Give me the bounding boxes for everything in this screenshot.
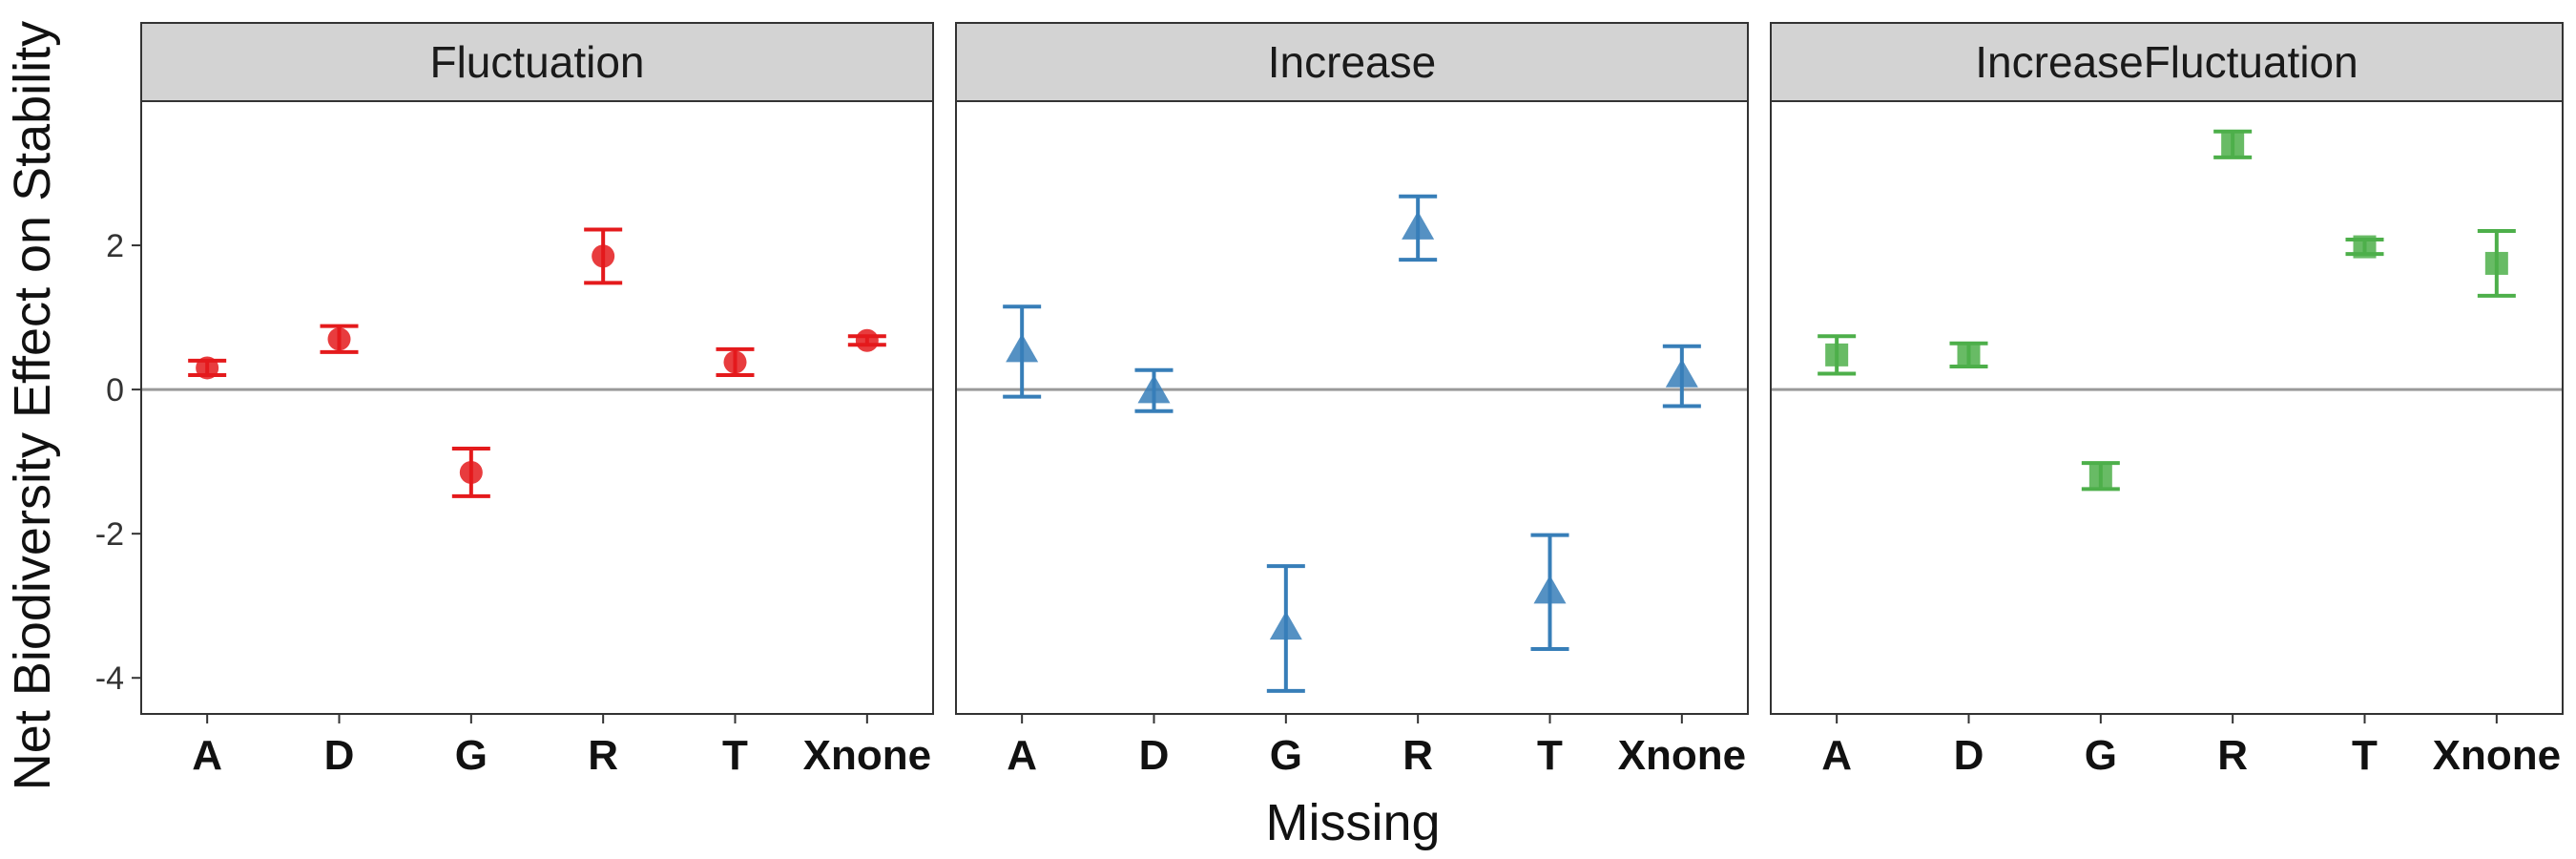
- facet-strip: [140, 22, 934, 102]
- panel-border: [1770, 100, 2564, 715]
- data-point-fluctuation-g: [451, 447, 490, 498]
- x-tick-label: D: [324, 732, 355, 779]
- data-point-increasefluctuation-a: [1818, 334, 1857, 376]
- facet-strip: [1770, 22, 2564, 102]
- x-tick-label: A: [1007, 732, 1037, 779]
- point-marker: [2088, 464, 2112, 488]
- point-marker: [2221, 133, 2245, 157]
- point-marker: [592, 244, 615, 268]
- data-point-increasefluctuation-d: [1949, 341, 1988, 368]
- data-point-fluctuation-xnone: [847, 328, 886, 352]
- x-tick-label: Xnone: [2433, 732, 2561, 779]
- point-marker: [1533, 575, 1567, 604]
- point-marker: [327, 327, 351, 351]
- facet-strip-label: Increase: [1268, 37, 1436, 87]
- panel-background: [956, 101, 1748, 714]
- y-axis-title: Net Biodiversity Effect on Stability: [4, 21, 61, 790]
- data-point-increase-r: [1399, 194, 1438, 262]
- facet-strip-label: Fluctuation: [429, 37, 644, 87]
- x-tick-label: G: [2085, 732, 2117, 779]
- data-point-increasefluctuation-xnone: [2477, 228, 2516, 298]
- x-tick-label: A: [192, 732, 222, 779]
- x-tick-label: D: [1139, 732, 1170, 779]
- data-point-fluctuation-d: [320, 324, 359, 354]
- panel-border: [140, 100, 934, 715]
- panel-background: [141, 101, 933, 714]
- point-marker: [196, 356, 219, 380]
- y-tick-label: -4: [95, 660, 124, 697]
- x-tick-label: Xnone: [803, 732, 931, 779]
- panel-border: [955, 100, 1749, 715]
- x-tick-label: R: [2217, 732, 2248, 779]
- x-tick-label: G: [1270, 732, 1302, 779]
- point-marker: [1825, 343, 1849, 367]
- point-marker: [1137, 374, 1171, 404]
- data-point-increase-d: [1134, 367, 1174, 413]
- data-point-increase-g: [1266, 564, 1305, 693]
- data-point-fluctuation-a: [188, 356, 227, 380]
- data-point-fluctuation-r: [584, 227, 623, 285]
- x-tick-label: T: [722, 732, 748, 779]
- x-tick-label: Xnone: [1618, 732, 1746, 779]
- facet-strip: [955, 22, 1749, 102]
- facet-strip-label: IncreaseFluctuation: [1975, 37, 2358, 87]
- point-marker: [1269, 611, 1302, 640]
- data-point-fluctuation-t: [716, 346, 755, 378]
- x-tick-label: R: [1402, 732, 1433, 779]
- data-point-increasefluctuation-r: [2213, 129, 2253, 159]
- point-marker: [2484, 251, 2508, 275]
- x-tick-label: D: [1954, 732, 1984, 779]
- point-marker: [855, 328, 879, 352]
- x-axis-title: Missing: [1265, 794, 1440, 851]
- x-tick-label: T: [1537, 732, 1563, 779]
- x-tick-label: R: [588, 732, 618, 779]
- x-tick-label: G: [455, 732, 488, 779]
- point-marker: [1957, 343, 1981, 367]
- point-marker: [459, 460, 483, 484]
- data-point-increasefluctuation-t: [2345, 235, 2384, 259]
- point-marker: [1006, 333, 1039, 363]
- x-tick-label: T: [2352, 732, 2378, 779]
- facet-panels: Fluctuation A D G R T Xnone -4 -2 0 2 Increase A D G R T…: [95, 22, 2564, 779]
- data-point-increase-a: [1003, 304, 1042, 399]
- data-point-increase-t: [1530, 533, 1569, 652]
- facet-panel-fluctuation: Fluctuation A D G R T Xnone -4 -2 0 2: [95, 22, 934, 779]
- point-marker: [723, 350, 747, 374]
- facet-panel-increasefluctuation: IncreaseFluctuation A D G R T Xnone: [1770, 22, 2564, 779]
- data-point-increasefluctuation-g: [2081, 461, 2120, 492]
- panel-background: [1771, 101, 2563, 714]
- y-tick-label: -2: [95, 516, 124, 553]
- facet-panel-increase: Increase A D G R T Xnone: [955, 22, 1749, 779]
- x-tick-label: A: [1821, 732, 1852, 779]
- point-marker: [1402, 211, 1435, 240]
- point-marker: [1665, 359, 1698, 388]
- y-tick-label: 2: [106, 228, 124, 264]
- y-tick-label: 0: [106, 372, 124, 409]
- point-marker: [2353, 235, 2377, 259]
- data-point-increase-xnone: [1662, 344, 1701, 409]
